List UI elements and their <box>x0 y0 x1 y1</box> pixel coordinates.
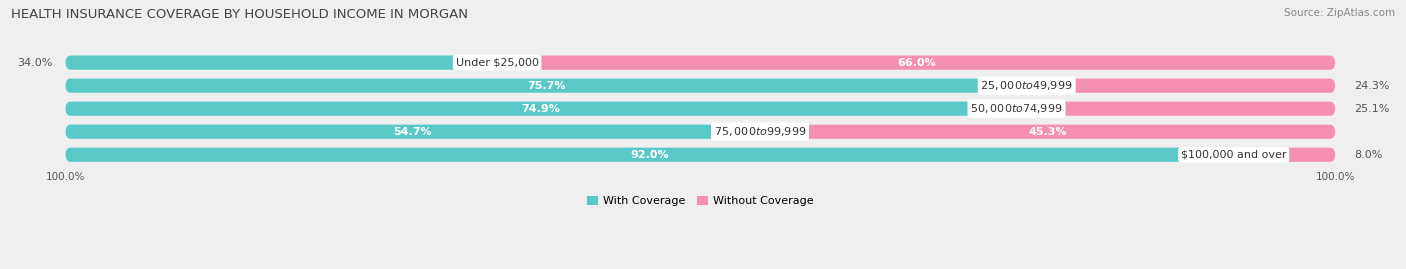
Text: 8.0%: 8.0% <box>1354 150 1382 160</box>
FancyBboxPatch shape <box>1233 148 1336 162</box>
FancyBboxPatch shape <box>1017 101 1336 116</box>
Text: $100,000 and over: $100,000 and over <box>1181 150 1286 160</box>
Text: 34.0%: 34.0% <box>17 58 52 68</box>
FancyBboxPatch shape <box>761 125 1336 139</box>
FancyBboxPatch shape <box>1026 79 1336 93</box>
Text: 66.0%: 66.0% <box>897 58 935 68</box>
FancyBboxPatch shape <box>65 55 498 70</box>
Text: 92.0%: 92.0% <box>630 150 669 160</box>
Text: HEALTH INSURANCE COVERAGE BY HOUSEHOLD INCOME IN MORGAN: HEALTH INSURANCE COVERAGE BY HOUSEHOLD I… <box>11 8 468 21</box>
Text: $50,000 to $74,999: $50,000 to $74,999 <box>970 102 1063 115</box>
Text: $75,000 to $99,999: $75,000 to $99,999 <box>714 125 806 138</box>
Legend: With Coverage, Without Coverage: With Coverage, Without Coverage <box>586 196 814 207</box>
Text: 75.7%: 75.7% <box>527 81 565 91</box>
Text: 24.3%: 24.3% <box>1354 81 1391 91</box>
Text: 74.9%: 74.9% <box>522 104 561 114</box>
Text: 45.3%: 45.3% <box>1028 127 1067 137</box>
FancyBboxPatch shape <box>65 148 1233 162</box>
FancyBboxPatch shape <box>65 101 1017 116</box>
FancyBboxPatch shape <box>65 55 1336 70</box>
FancyBboxPatch shape <box>65 79 1026 93</box>
FancyBboxPatch shape <box>65 125 761 139</box>
Text: 54.7%: 54.7% <box>394 127 432 137</box>
FancyBboxPatch shape <box>498 55 1336 70</box>
FancyBboxPatch shape <box>65 125 1336 139</box>
Text: Under $25,000: Under $25,000 <box>456 58 538 68</box>
FancyBboxPatch shape <box>65 79 1336 93</box>
Text: $25,000 to $49,999: $25,000 to $49,999 <box>980 79 1073 92</box>
Text: Source: ZipAtlas.com: Source: ZipAtlas.com <box>1284 8 1395 18</box>
Text: 25.1%: 25.1% <box>1354 104 1389 114</box>
FancyBboxPatch shape <box>65 101 1336 116</box>
FancyBboxPatch shape <box>65 148 1336 162</box>
